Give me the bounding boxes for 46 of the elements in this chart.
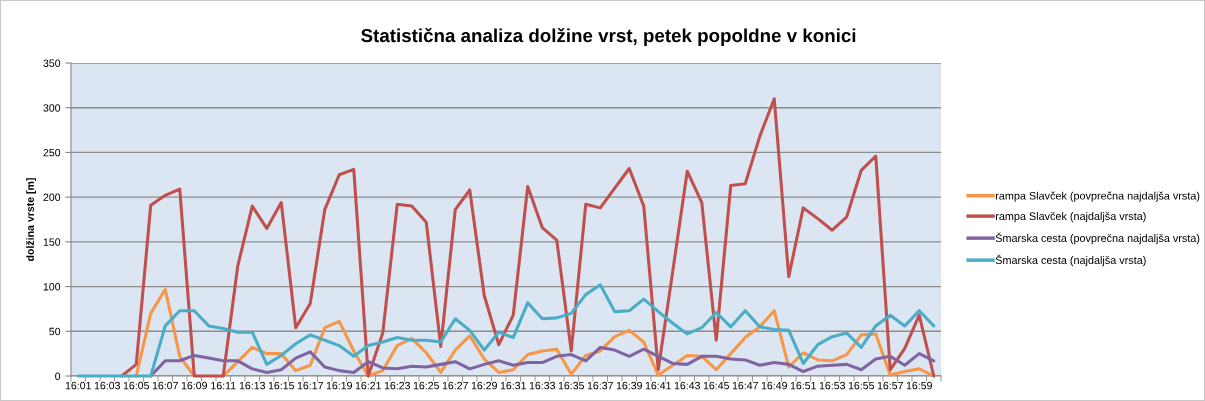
x-tick-label: 16:21 [355, 381, 381, 390]
x-tick-label: 16:25 [413, 381, 440, 390]
y-tick-label: 50 [49, 327, 61, 336]
x-tick-label: 16:45 [703, 381, 730, 390]
chart-title: Statistična analiza dolžine vrst, petek popoldne v konici [361, 28, 856, 46]
x-tick-label: 16:51 [790, 381, 816, 390]
x-tick-label: 16:57 [877, 381, 903, 390]
x-tick-label: 16:55 [848, 381, 875, 390]
y-tick-label: 250 [43, 148, 61, 157]
x-tick-label: 16:31 [500, 381, 526, 390]
x-tick-label: 16:49 [761, 381, 787, 390]
x-tick-label: 16:17 [297, 381, 323, 390]
x-tick-label: 16:33 [529, 381, 555, 390]
legend-label: Šmarska cesta (najdaljša vrsta) [995, 254, 1146, 267]
x-tick-label: 16:29 [471, 381, 497, 390]
x-tick-label: 16:41 [645, 381, 671, 390]
x-tick-label: 16:09 [181, 381, 207, 390]
legend-label: rampa Slavček (najdaljša vrsta) [995, 212, 1146, 223]
y-tick-label: 100 [43, 283, 61, 291]
x-tick-label: 16:59 [906, 381, 932, 390]
x-tick-label: 16:19 [326, 381, 352, 390]
y-tick-label: 150 [43, 238, 61, 246]
x-tick-label: 16:15 [268, 381, 295, 390]
x-tick-label: 16:43 [674, 381, 700, 390]
x-tick-label: 16:03 [94, 381, 120, 390]
line-series [120, 97, 936, 378]
legend-label: Šmarska cesta (povprečna najdaljša vrsta) [995, 232, 1200, 245]
x-tick-label: 16:05 [123, 381, 150, 390]
x-tick-label: 16:39 [616, 381, 642, 390]
legend-label: rampa Slavček (povprečna najdaljša vrsta) [995, 191, 1200, 202]
x-tick-label: 16:23 [384, 381, 410, 390]
y-tick-label: 0 [55, 372, 61, 380]
x-tick-label: 16:53 [819, 381, 845, 390]
y-tick-label: 300 [43, 104, 61, 112]
x-tick-label: 16:11 [211, 381, 236, 390]
y-tick-label: 350 [43, 59, 61, 67]
x-tick-label: 16:07 [152, 381, 178, 390]
x-tick-label: 16:35 [558, 381, 585, 390]
x-tick-label: 16:27 [442, 381, 468, 390]
x-tick-label: 16:47 [732, 381, 758, 390]
line-series [149, 345, 936, 378]
x-tick-label: 16:13 [239, 381, 265, 390]
y-tick-label: 200 [43, 193, 61, 202]
x-tick-label: 16:01 [65, 381, 91, 390]
y-axis-title: dolžina vrste [m] [25, 178, 37, 261]
x-tick-label: 16:37 [587, 381, 613, 390]
